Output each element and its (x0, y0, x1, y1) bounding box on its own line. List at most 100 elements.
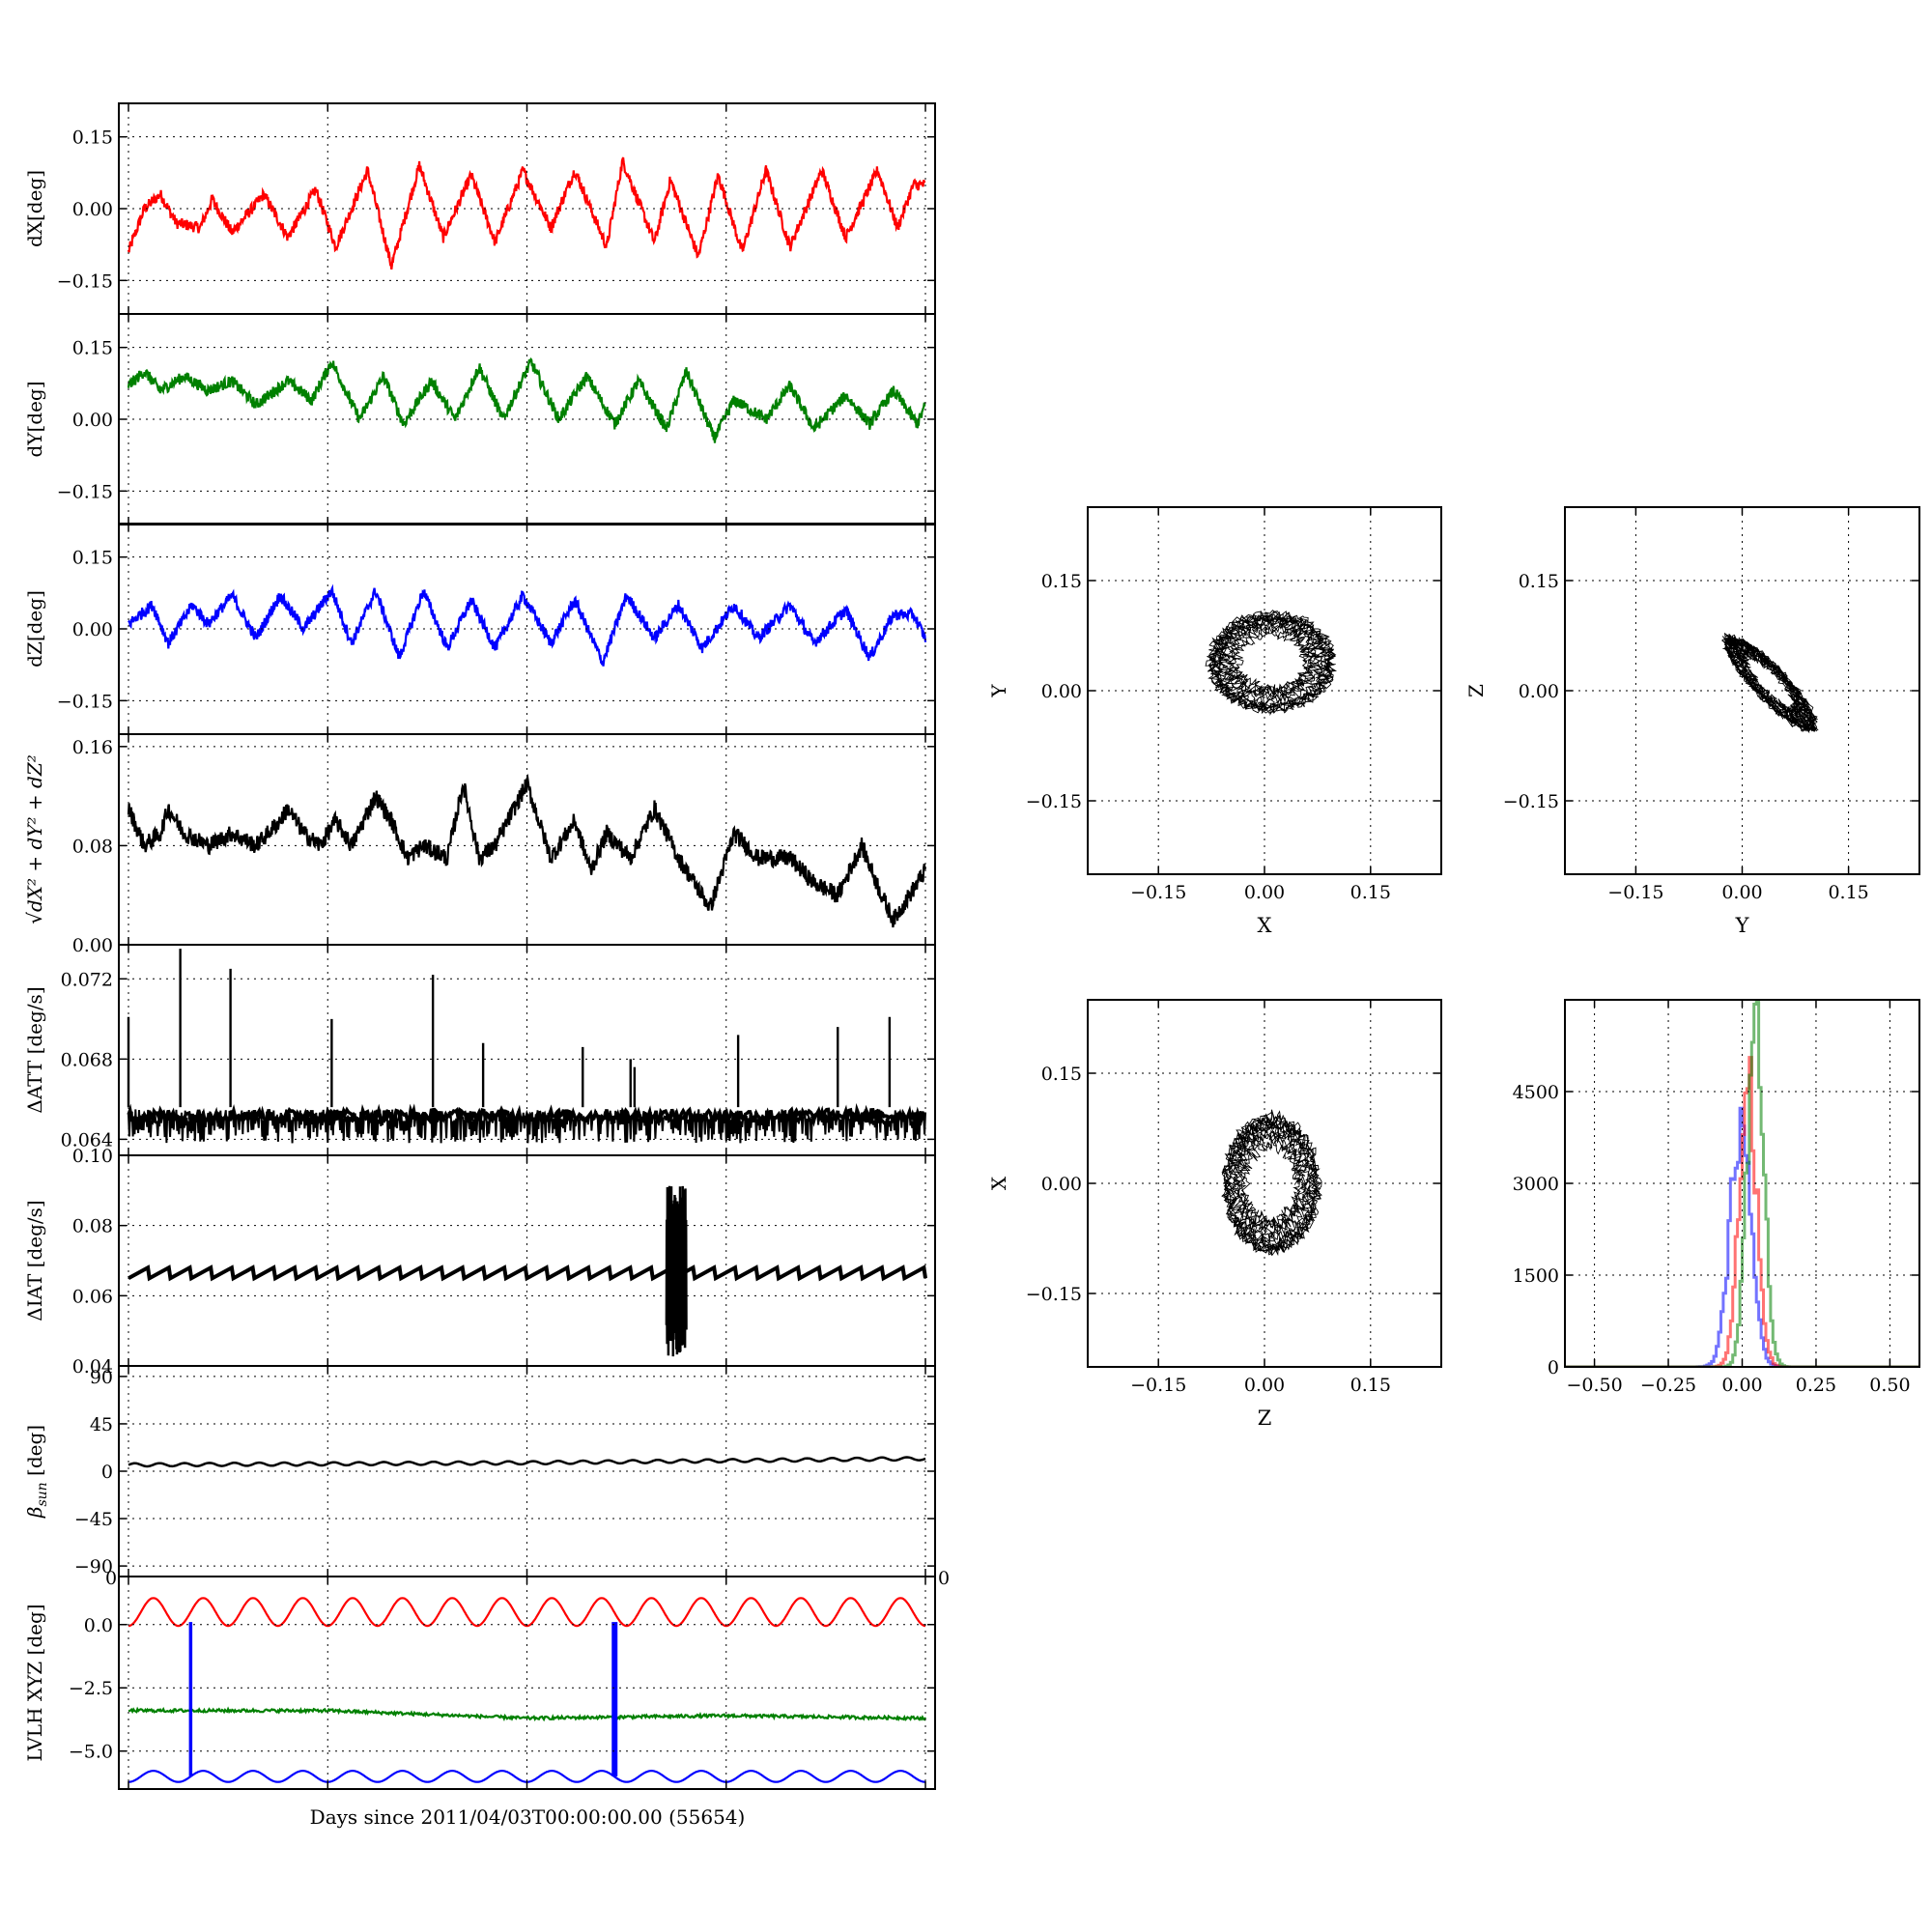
data-layer (1565, 1000, 1919, 1367)
y-tick-label: −0.15 (57, 691, 113, 712)
corner-label: 0 (105, 1568, 117, 1589)
y-tick-label: 90 (90, 1367, 113, 1388)
y-tick-label: 45 (90, 1414, 113, 1435)
y-axis-label: βsun [deg] (23, 1425, 50, 1519)
y-tick-label: 0.08 (72, 836, 113, 857)
trajectory-zx (1221, 1109, 1322, 1257)
hist-series-2 (1565, 1000, 1919, 1367)
y-tick-label: 0.16 (72, 737, 113, 758)
x-tick-label: 0.00 (1244, 1375, 1285, 1396)
x-tick-label: 0.15 (1828, 882, 1868, 903)
y-tick-label: 0.04 (72, 1356, 113, 1378)
data-layer (127, 773, 927, 928)
y-tick-label: 0 (1548, 1357, 1559, 1378)
y-tick-label: −0.15 (57, 270, 113, 292)
y-tick-label: −90 (74, 1556, 113, 1577)
panel-lvlh: −5.0 −2.5 0.0 LVLH XYZ [deg] 0 0 (23, 1568, 950, 1790)
y-axis-label: dY[deg] (23, 381, 46, 457)
x-tick-label: 0.15 (1350, 882, 1391, 903)
y-tick-label: 0.15 (1041, 571, 1082, 592)
y-tick-label: 0.06 (72, 1286, 113, 1307)
y-tick-label: −0.15 (1026, 1284, 1082, 1305)
y-tick-label: 0.00 (1041, 1174, 1082, 1195)
x-axis-label: Z (1258, 1406, 1272, 1430)
x-tick-label: 0.50 (1869, 1375, 1910, 1396)
y-axis-label: Y (987, 684, 1010, 698)
y-axis-label: ΔATT [deg/s] (23, 986, 46, 1113)
y-axis-label: ΔIAT [deg/s] (23, 1200, 46, 1321)
axes-frame (1087, 999, 1442, 1368)
series-line-dX (127, 156, 926, 270)
data-layer (1721, 632, 1819, 734)
data-layer (128, 1456, 926, 1468)
panel-beta: −90 −45 0 45 90 βsun [deg] (23, 1365, 936, 1577)
panel-zx: −0.15 0.00 0.15 −0.15 0.00 0.15 X Z (987, 999, 1442, 1430)
series-line-dR (127, 773, 927, 928)
series-line-dY (127, 356, 926, 443)
y-tick-label: 0.08 (72, 1216, 113, 1237)
x-tick-label: 0.00 (1721, 882, 1762, 903)
x-tick-label: 0.00 (1721, 1375, 1762, 1396)
data-layer (1205, 610, 1338, 716)
y-tick-label: 0 (101, 1462, 113, 1483)
y-tick-label: 0.0 (84, 1615, 113, 1636)
corner-label: 0 (938, 1568, 950, 1589)
x-tick-label: −0.50 (1566, 1375, 1622, 1396)
y-tick-label: −0.15 (1026, 791, 1082, 812)
axes-frame (118, 1154, 936, 1367)
y-tick-label: 0.15 (72, 548, 113, 569)
panel-dY: −0.15 0.00 0.15 dY[deg] (23, 313, 936, 526)
x-tick-label: −0.15 (1130, 1375, 1186, 1396)
x-tick-label: −0.25 (1640, 1375, 1696, 1396)
y-tick-label: 0.068 (61, 1049, 113, 1070)
y-tick-label: 0.00 (72, 410, 113, 431)
panel-hist: 0 1500 3000 4500 −0.50 −0.25 0.00 0.25 0.50 (1513, 999, 1920, 1396)
y-axis-label: X (987, 1176, 1010, 1190)
series-line-diat (128, 1264, 927, 1282)
axes-frame (1564, 506, 1920, 875)
axes-frame (118, 1576, 936, 1790)
y-tick-label: 0.072 (61, 969, 113, 990)
y-tick-label: −2.5 (69, 1678, 113, 1699)
x-tick-label: 0.15 (1350, 1375, 1391, 1396)
trajectory-xy (1205, 610, 1338, 716)
y-tick-label: −5.0 (69, 1742, 113, 1763)
x-axis-label: Y (1735, 914, 1750, 937)
panel-dZ: −0.15 0.00 0.15 dZ[deg] (23, 523, 936, 735)
series-line-lvlh-0 (128, 1597, 926, 1628)
panel-dATT: 0.064 0.068 0.072 ΔATT [deg/s] (23, 944, 936, 1156)
y-axis-label: dZ[deg] (23, 590, 46, 668)
panel-dX: −0.15 0.00 0.15 dX[deg] (23, 102, 936, 315)
y-tick-label: 0.00 (72, 619, 113, 640)
x-axis-label: X (1258, 914, 1272, 937)
data-layer (128, 1597, 927, 1783)
y-axis-label: √dX² + dY² + dZ² (23, 754, 46, 924)
y-tick-label: −0.15 (57, 481, 113, 502)
axes-frame (1087, 506, 1442, 875)
y-tick-label: 3000 (1513, 1174, 1559, 1195)
y-tick-label: 0.15 (72, 128, 113, 149)
burst-diat (665, 1185, 688, 1357)
y-axis-label: dX[deg] (23, 170, 46, 247)
y-tick-label: 0.00 (72, 199, 113, 220)
y-tick-label: 0.15 (72, 338, 113, 359)
y-tick-label: 0.10 (72, 1146, 113, 1167)
x-tick-label: −0.15 (1130, 882, 1186, 903)
data-layer (127, 156, 926, 270)
trajectory-yz (1721, 632, 1819, 734)
y-tick-label: 0.00 (1041, 681, 1082, 702)
data-layer (1221, 1109, 1322, 1257)
y-axis-label: Z (1464, 684, 1488, 697)
burst-core (670, 1253, 683, 1314)
y-tick-label: 1500 (1513, 1265, 1559, 1287)
time-axis-label: Days since 2011/04/03T00:00:00.00 (55654… (310, 1805, 746, 1829)
y-tick-label: −45 (74, 1509, 113, 1530)
y-tick-label: 0.064 (61, 1129, 113, 1151)
y-tick-label: 0.00 (72, 935, 113, 956)
axes-frame (1564, 999, 1920, 1368)
y-tick-label: −0.15 (1503, 791, 1559, 812)
hist-series-0 (1565, 1106, 1919, 1367)
plot-layer: −0.150.000.15dX[deg]−0.150.000.15dY[deg]… (23, 102, 1920, 1790)
y-axis-label: LVLH XYZ [deg] (23, 1604, 46, 1761)
